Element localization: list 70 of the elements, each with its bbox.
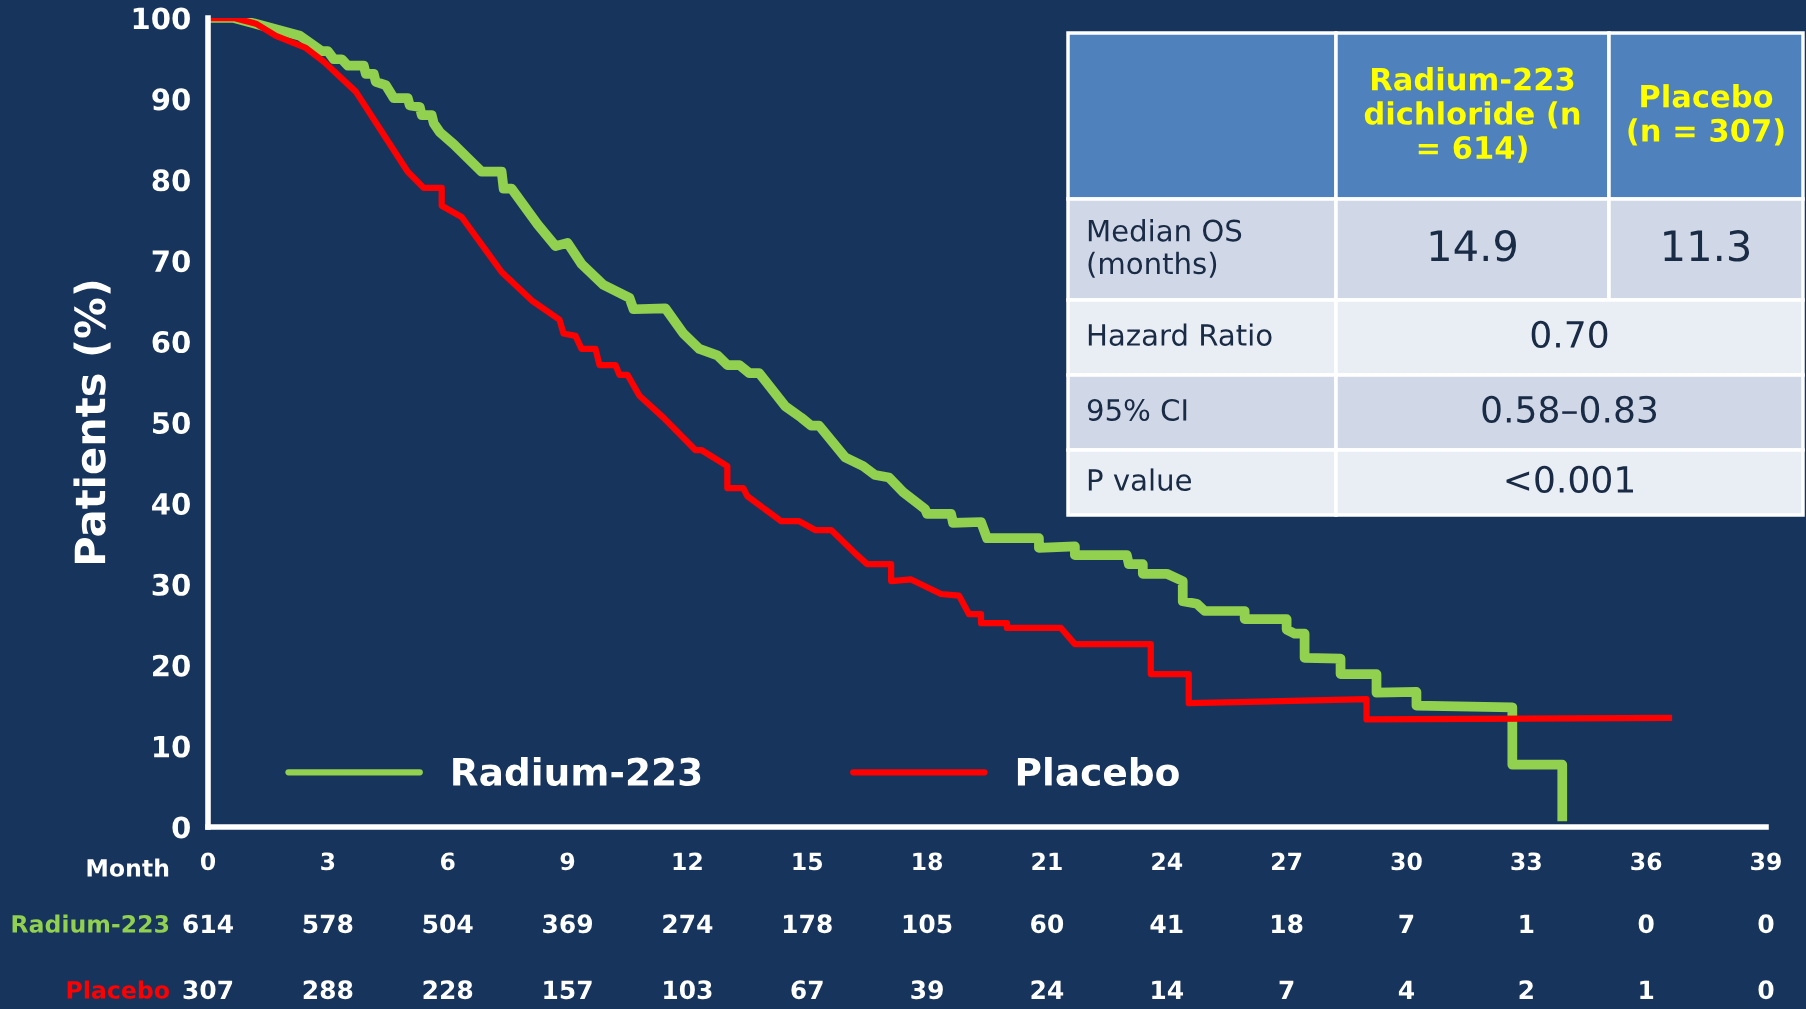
annotation: 95% CI <box>1087 398 1187 421</box>
text: 504 <box>423 914 473 934</box>
text: 157 <box>544 980 592 1000</box>
text: 614 <box>183 914 233 934</box>
text: 103 <box>664 980 712 1000</box>
legend-label: Placebo <box>1017 756 1179 786</box>
text: 14 <box>1152 980 1184 999</box>
annotation: Hazard Ratio <box>1088 323 1272 346</box>
x-tick-label: 21 <box>1032 852 1062 870</box>
x-tick-label: 30 <box>1391 852 1422 871</box>
text: 307 <box>183 980 233 1000</box>
y-tick-label: 30 <box>152 573 190 596</box>
y-tick-label: 20 <box>153 654 190 677</box>
x-tick-label: 36 <box>1631 852 1662 871</box>
text: 288 <box>303 980 353 1000</box>
legend-label: Radium-223 <box>453 756 701 786</box>
text: 578 <box>303 914 353 934</box>
y-tick-label: 100 <box>133 7 190 30</box>
text: 7 <box>1279 980 1294 999</box>
x-tick-label: 3 <box>321 852 335 871</box>
y-tick-label: 80 <box>152 169 190 192</box>
x-tick-label: 12 <box>673 852 702 870</box>
text: 60 <box>1031 914 1064 934</box>
y-axis-title: Patients (%) <box>73 281 111 564</box>
text: 67 <box>791 980 823 1000</box>
text: 105 <box>903 914 952 934</box>
text: 39 <box>911 980 943 1000</box>
annotation: 14.9 <box>1430 230 1516 262</box>
y-tick-label: 90 <box>152 88 190 111</box>
text: Radium-223 <box>12 914 169 933</box>
text: Placebo <box>67 980 169 999</box>
text: 1 <box>1640 980 1654 999</box>
text: 7 <box>1399 914 1414 933</box>
y-tick-label: 10 <box>154 735 190 758</box>
annotation: 11.3 <box>1664 230 1750 262</box>
text: 2 <box>1519 980 1533 999</box>
text: 178 <box>783 914 832 934</box>
y-tick-label: 70 <box>152 250 190 273</box>
text: 228 <box>423 980 473 1000</box>
y-tick-label: 50 <box>153 411 190 434</box>
annotation: Radium-223 dichloride (n = 614) <box>1364 67 1580 163</box>
annotation: Placebo (n = 307) <box>1628 84 1784 146</box>
x-tick-label: 9 <box>560 852 575 871</box>
text: 0 <box>1758 914 1774 934</box>
annotation: P value <box>1088 468 1191 491</box>
x-tick-label: 0 <box>200 852 216 871</box>
x-tick-label: 6 <box>440 852 455 871</box>
annotation: 0.70 <box>1531 320 1608 348</box>
x-tick-label: 39 <box>1751 852 1781 871</box>
x-axis-title: Month <box>87 858 169 877</box>
x-tick-label: 18 <box>913 852 943 871</box>
text: 4 <box>1398 980 1415 999</box>
text: 1 <box>1520 914 1534 933</box>
text: 18 <box>1272 914 1303 934</box>
y-tick-label: 60 <box>152 331 190 354</box>
text: 0 <box>1758 980 1774 1000</box>
x-tick-label: 15 <box>793 852 823 871</box>
annotation: Median OS (months) <box>1088 219 1242 278</box>
text: 24 <box>1031 980 1064 999</box>
x-tick-label: 27 <box>1272 852 1302 870</box>
text: 0 <box>1638 914 1654 934</box>
annotation: 0.58–0.83 <box>1482 395 1657 423</box>
x-tick-label: 33 <box>1511 852 1541 871</box>
text: 41 <box>1150 914 1183 933</box>
x-tick-label: 24 <box>1152 852 1183 870</box>
y-tick-label: 40 <box>152 492 190 515</box>
text: 274 <box>663 914 713 933</box>
annotation: <0.001 <box>1506 465 1633 493</box>
y-tick-label: 0 <box>172 816 190 839</box>
text: 369 <box>543 914 593 934</box>
